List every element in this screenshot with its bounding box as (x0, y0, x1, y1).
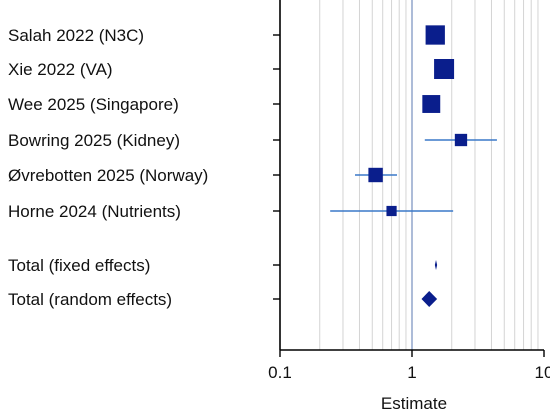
study-label: Wee 2025 (Singapore) (8, 95, 179, 114)
study-label: Total (fixed effects) (8, 256, 150, 275)
axis-layer: 0.1 1 10 (268, 0, 550, 382)
x-axis-title: Estimate (381, 394, 447, 413)
summary-diamond (421, 291, 438, 307)
study-label: Bowring 2025 (Kidney) (8, 131, 180, 150)
labels-layer: Salah 2022 (N3C) Xie 2022 (VA) Wee 2025 (S… (8, 26, 208, 309)
study-marker (422, 95, 441, 113)
study-label: Salah 2022 (N3C) (8, 26, 144, 45)
study-marker (425, 25, 445, 45)
grid-layer (319, 0, 539, 350)
study-marker (368, 167, 383, 183)
study-marker (454, 133, 468, 147)
marks-layer (330, 25, 497, 307)
study-label: Total (random effects) (8, 290, 172, 309)
x-tick-label: 0.1 (268, 363, 292, 382)
summary-diamond (434, 260, 438, 270)
study-label: Øvrebotten 2025 (Norway) (8, 166, 208, 185)
study-marker (386, 205, 397, 217)
study-marker (434, 59, 455, 79)
study-label: Xie 2022 (VA) (8, 60, 113, 79)
x-tick-label: 1 (407, 363, 416, 382)
x-tick-label: 10 (535, 363, 550, 382)
study-label: Horne 2024 (Nutrients) (8, 202, 181, 221)
